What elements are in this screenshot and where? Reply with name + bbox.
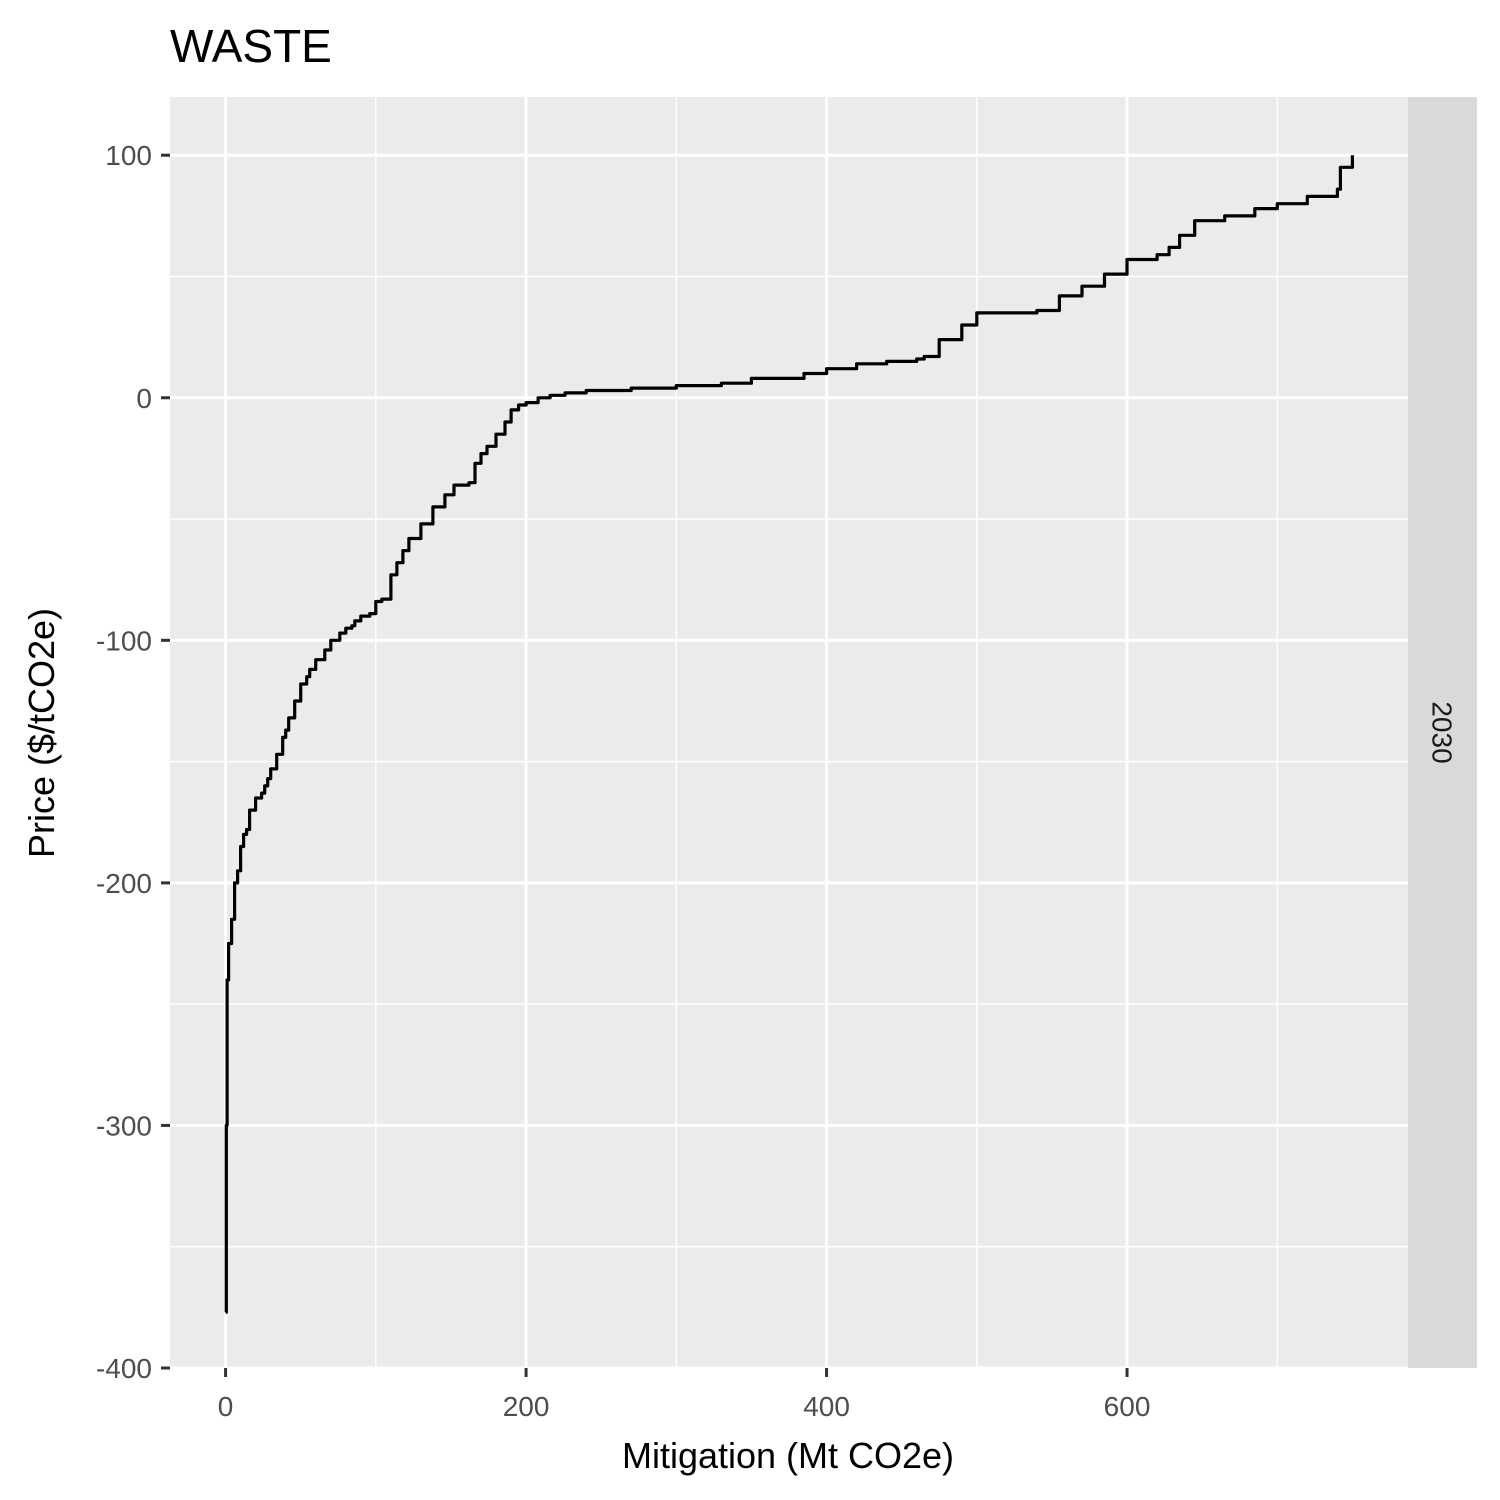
x-tick-label: 200 <box>503 1391 550 1422</box>
y-tick-label: -100 <box>96 625 152 656</box>
x-tick-label: 400 <box>803 1391 850 1422</box>
facet-strip-label: 2030 <box>1427 701 1458 763</box>
y-tick-label: -300 <box>96 1110 152 1141</box>
y-tick-label: -200 <box>96 868 152 899</box>
y-axis: 100 0 -100 -200 -300 -400 <box>96 140 170 1384</box>
y-tick-label: -400 <box>96 1353 152 1384</box>
x-tick-label: 0 <box>218 1391 234 1422</box>
major-gridlines <box>170 97 1408 1370</box>
plot-panel <box>170 97 1408 1368</box>
x-axis: 0 200 400 600 <box>218 1368 1151 1422</box>
facet-strip <box>1408 97 1477 1368</box>
y-tick-label: 100 <box>105 140 152 171</box>
y-tick-label: 0 <box>136 383 152 414</box>
minor-gridlines <box>170 97 1408 1368</box>
series-line <box>224 155 1354 1314</box>
chart-title: WASTE <box>170 20 332 72</box>
x-axis-title: Mitigation (Mt CO2e) <box>622 1435 954 1476</box>
y-axis-title: Price ($/tCO2e) <box>21 608 62 858</box>
x-tick-label: 600 <box>1104 1391 1151 1422</box>
